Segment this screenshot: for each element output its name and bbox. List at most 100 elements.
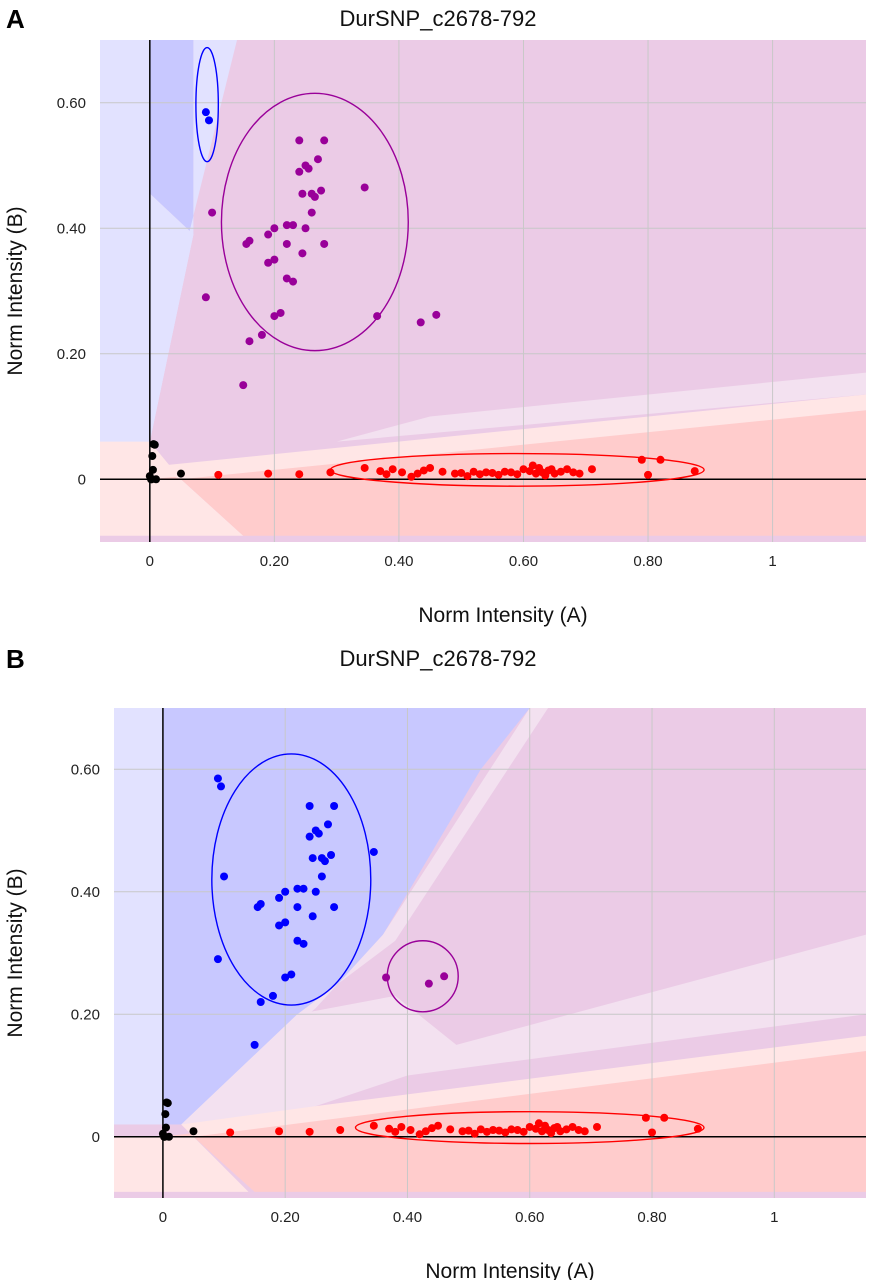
data-point — [464, 1126, 473, 1135]
data-point — [282, 274, 291, 283]
x-tick-label: 0 — [146, 553, 154, 570]
data-point — [406, 1126, 415, 1135]
data-point — [295, 470, 304, 479]
panel-label: B — [6, 644, 25, 674]
data-point — [660, 1113, 669, 1122]
data-point — [336, 1126, 345, 1135]
region-bb-edge — [149, 40, 238, 442]
data-point — [424, 979, 433, 988]
data-point — [562, 1125, 571, 1134]
data-point — [314, 829, 323, 838]
data-point — [220, 872, 229, 881]
data-point — [575, 469, 584, 478]
region-boundary — [181, 708, 549, 1125]
data-point — [519, 465, 528, 474]
region-bb-axis — [100, 40, 150, 448]
data-point — [568, 1122, 577, 1131]
x-tick-label: 0.60 — [515, 1209, 544, 1226]
data-point — [644, 470, 653, 479]
x-axis-label: Norm Intensity (A) — [425, 1260, 594, 1280]
data-point — [147, 475, 156, 484]
data-point — [213, 774, 222, 783]
data-point — [550, 469, 559, 478]
data-point — [432, 310, 441, 319]
data-point — [295, 167, 304, 176]
data-point — [382, 470, 391, 479]
data-point — [161, 1123, 170, 1132]
data-point — [256, 998, 265, 1006]
data-point — [275, 921, 284, 930]
x-tick-label: 0.40 — [393, 1209, 422, 1226]
data-point — [204, 116, 213, 125]
data-point — [161, 1110, 170, 1119]
data-point — [282, 221, 291, 230]
data-point — [201, 108, 210, 117]
data-point — [648, 1128, 657, 1137]
data-point — [250, 1040, 259, 1049]
data-point — [500, 467, 509, 476]
data-point — [556, 1127, 565, 1136]
data-point — [421, 1127, 430, 1136]
region-bb — [114, 708, 530, 1125]
y-axis-label: Norm Intensity (B) — [4, 868, 27, 1037]
data-point — [176, 469, 185, 478]
data-point — [556, 467, 565, 476]
y-tick-label: 0.60 — [71, 761, 100, 778]
series-no-call — [158, 1098, 198, 1141]
data-point — [489, 1126, 498, 1135]
data-point — [592, 1122, 601, 1131]
y-tick-label: 0.40 — [71, 884, 100, 901]
data-point — [289, 221, 298, 230]
y-tick-label: 0.40 — [57, 220, 86, 237]
data-point — [574, 1126, 583, 1135]
data-point — [270, 312, 279, 321]
data-point — [276, 308, 285, 317]
data-point — [295, 136, 304, 145]
data-point — [293, 903, 302, 912]
data-point — [513, 470, 522, 479]
data-point — [690, 467, 699, 476]
scatter-chart-a: 0 0.20 0.40 0.60 0.80 1 0 0.20 0.40 0.60 Norm Inte… — [4, 40, 866, 627]
data-point — [289, 277, 298, 286]
data-point — [495, 1126, 504, 1135]
data-point — [293, 936, 302, 945]
data-point — [201, 293, 210, 302]
data-point — [413, 469, 422, 478]
data-point — [239, 381, 248, 390]
chart-title: DurSNP_c2678-792 — [339, 6, 537, 31]
series-aa — [214, 455, 699, 481]
data-point — [360, 183, 369, 192]
data-point — [446, 1125, 455, 1134]
data-point — [257, 330, 266, 339]
data-point — [438, 467, 447, 476]
panel-a: A DurSNP_c2678-792 0 0.20 0.40 0.60 0.80 1 0 0.… — [4, 4, 866, 627]
data-point — [320, 239, 329, 248]
data-point — [216, 782, 225, 791]
data-point — [253, 903, 262, 912]
x-tick-label: 0 — [159, 1209, 167, 1226]
data-point — [305, 832, 314, 841]
region-ab-edge — [336, 372, 866, 442]
data-point — [298, 249, 307, 258]
cluster-ellipse-aa — [354, 1110, 705, 1145]
series-aa — [226, 1113, 702, 1139]
x-tick-label: 0.20 — [260, 553, 289, 570]
data-point — [369, 847, 378, 856]
data-point — [313, 155, 322, 164]
data-point — [245, 337, 254, 346]
data-point — [270, 255, 279, 264]
data-point — [163, 1099, 172, 1108]
data-point — [264, 469, 273, 478]
data-point — [148, 465, 157, 474]
scatter-chart-b: 0 0.20 0.40 0.60 0.80 1 0 0.20 0.40 0.60 Norm Inte… — [4, 708, 866, 1280]
region-aa-low — [100, 441, 244, 536]
data-point — [507, 468, 516, 477]
data-point — [434, 1121, 443, 1130]
region-aa-low — [114, 1136, 249, 1192]
data-point — [458, 1127, 467, 1136]
data-point — [482, 468, 491, 477]
data-point — [373, 312, 382, 321]
data-point — [323, 820, 332, 829]
data-point — [482, 1127, 491, 1136]
data-point — [415, 1130, 424, 1139]
